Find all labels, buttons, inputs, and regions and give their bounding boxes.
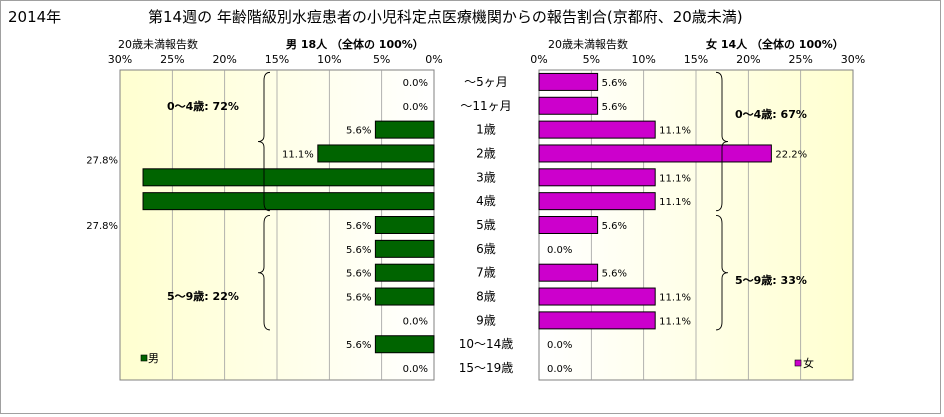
age-category-label: 2歳 xyxy=(476,146,496,160)
male-legend-swatch xyxy=(140,354,148,362)
male-tick-label: 20% xyxy=(212,53,236,66)
year-label: 2014年 xyxy=(8,8,62,26)
male-value-label: 0.0% xyxy=(403,364,428,375)
male-value-label: 0.0% xyxy=(403,102,428,113)
female-value-label: 22.2% xyxy=(775,149,807,160)
male-value-label: 5.6% xyxy=(346,126,371,137)
male-bar xyxy=(374,335,435,354)
female-tick-label: 15% xyxy=(684,53,708,66)
male-bar xyxy=(374,239,435,258)
age-category-label: ～11ヶ月 xyxy=(460,99,511,113)
age-category-label: 8歳 xyxy=(476,290,496,304)
female-tick-label: 10% xyxy=(631,53,655,66)
male-bar xyxy=(142,168,435,187)
female-value-label: 11.1% xyxy=(659,316,691,327)
male-tick-label: 25% xyxy=(160,53,184,66)
age-category-label: 15～19歳 xyxy=(459,361,514,375)
age-category-label: 7歳 xyxy=(476,266,496,280)
female-bracket-label-5-9: 5～9歳: 33% xyxy=(735,273,807,287)
female-legend-label: 女 xyxy=(803,356,814,370)
male-value-label: 27.8% xyxy=(86,221,118,232)
male-bracket-label-0-4: 0～4歳: 72% xyxy=(167,99,239,113)
female-tick-label: 5% xyxy=(583,53,600,66)
female-bar xyxy=(538,192,656,211)
chart-title: 第14週の 年齢階級別水痘患者の小児科定点医療機関からの報告割合(京都府、20歳… xyxy=(148,8,743,26)
female-value-label: 5.6% xyxy=(602,78,627,89)
male-bar xyxy=(374,216,435,234)
male-axis-title: 20歳未満報告数 xyxy=(118,38,198,51)
age-category-label: 5歳 xyxy=(476,218,496,232)
age-category-label: ～5ヶ月 xyxy=(464,75,508,89)
male-bar xyxy=(142,192,435,211)
male-tick-label: 30% xyxy=(108,53,132,66)
female-value-label: 0.0% xyxy=(547,364,572,375)
male-value-label: 0.0% xyxy=(403,316,428,327)
female-bar xyxy=(538,311,656,330)
female-bar xyxy=(538,96,599,115)
female-bar xyxy=(538,216,599,234)
male-bar xyxy=(374,120,435,139)
male-total: 男 18人 （全体の 100%） xyxy=(286,38,424,51)
male-value-label: 5.6% xyxy=(346,269,371,280)
female-value-label: 11.1% xyxy=(659,126,691,137)
female-bracket-5-9 xyxy=(715,215,729,331)
female-value-label: 0.0% xyxy=(547,340,572,351)
female-bar xyxy=(538,72,599,91)
male-value-label: 5.6% xyxy=(346,245,371,256)
female-bar xyxy=(538,120,656,139)
female-tick-label: 0% xyxy=(530,53,547,66)
female-legend-swatch xyxy=(794,359,802,367)
age-category-label: 4歳 xyxy=(476,194,496,208)
female-tick-label: 25% xyxy=(788,53,812,66)
female-tick-label: 20% xyxy=(736,53,760,66)
male-value-label: 11.1% xyxy=(282,149,314,160)
male-bar xyxy=(374,287,435,306)
male-value-label: 5.6% xyxy=(346,340,371,351)
age-category-label: 9歳 xyxy=(476,313,496,327)
age-category-label: 6歳 xyxy=(476,242,496,256)
female-value-label: 5.6% xyxy=(602,269,627,280)
female-value-label: 5.6% xyxy=(602,221,627,232)
female-value-label: 5.6% xyxy=(602,102,627,113)
male-tick-label: 15% xyxy=(265,53,289,66)
male-value-label: 27.8% xyxy=(86,155,118,166)
male-value-label: 5.6% xyxy=(346,293,371,304)
female-value-label: 11.1% xyxy=(659,197,691,208)
male-bar xyxy=(374,263,435,282)
female-value-label: 11.1% xyxy=(659,173,691,184)
female-bar xyxy=(538,287,656,306)
female-bar xyxy=(538,144,772,163)
female-total: 女 14人 （全体の 100%） xyxy=(706,38,844,51)
female-bar xyxy=(538,168,656,187)
male-bracket-5-9 xyxy=(257,215,271,331)
female-bracket-0-4 xyxy=(715,71,729,212)
male-bracket-0-4 xyxy=(257,71,271,212)
male-tick-label: 10% xyxy=(317,53,341,66)
age-category-label: 1歳 xyxy=(476,123,496,137)
male-tick-label: 0% xyxy=(425,53,442,66)
female-axis-title: 20歳未満報告数 xyxy=(548,38,628,51)
female-bracket-label-0-4: 0～4歳: 67% xyxy=(735,107,807,121)
female-value-label: 0.0% xyxy=(547,245,572,256)
male-value-label: 5.6% xyxy=(346,221,371,232)
male-legend-label: 男 xyxy=(148,352,159,365)
female-bar xyxy=(538,263,599,282)
male-bracket-label-5-9: 5～9歳: 22% xyxy=(167,289,239,303)
age-category-label: 10～14歳 xyxy=(459,337,514,351)
male-bar xyxy=(317,144,435,163)
age-category-label: 3歳 xyxy=(476,170,496,184)
female-value-label: 11.1% xyxy=(659,293,691,304)
male-value-label: 0.0% xyxy=(403,78,428,89)
male-tick-label: 5% xyxy=(373,53,390,66)
female-tick-label: 30% xyxy=(841,53,865,66)
